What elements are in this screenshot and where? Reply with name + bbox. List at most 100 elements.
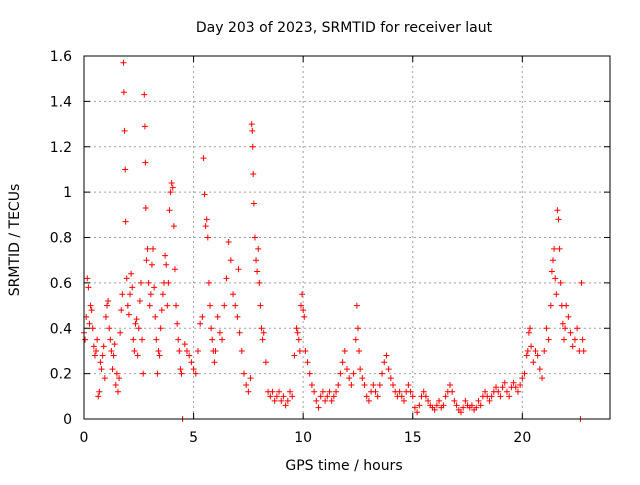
data-point <box>541 347 548 354</box>
data-point <box>449 388 456 395</box>
chart-title: Day 203 of 2023, SRMTID for receiver lau… <box>196 20 493 36</box>
data-point <box>460 404 467 411</box>
data-point <box>178 370 185 377</box>
data-point <box>525 329 532 336</box>
data-point <box>164 302 171 309</box>
data-point <box>287 388 294 395</box>
data-point <box>166 207 173 214</box>
data-point <box>141 123 148 130</box>
data-point <box>151 284 158 291</box>
data-point <box>563 302 570 309</box>
data-point <box>295 336 302 343</box>
data-point <box>106 325 113 332</box>
data-point <box>117 329 124 336</box>
data-point <box>243 381 250 388</box>
data-point <box>118 307 125 314</box>
data-point <box>122 166 129 173</box>
data-point <box>159 291 166 298</box>
data-point <box>251 234 258 241</box>
data-point <box>359 375 366 382</box>
data-point <box>301 313 308 320</box>
data-point <box>104 302 111 309</box>
data-point <box>99 352 106 359</box>
data-point <box>262 359 269 366</box>
data-point <box>254 268 261 275</box>
data-point <box>580 347 587 354</box>
data-point <box>551 245 558 252</box>
data-point <box>200 155 207 162</box>
data-point <box>475 397 482 404</box>
data-point <box>86 320 93 327</box>
data-point <box>142 159 149 166</box>
data-point <box>131 347 138 354</box>
y-axis-ticks: 0 0.2 0.4 0.6 0.8 1 1.2 1.4 1.6 <box>50 49 610 428</box>
data-point <box>547 302 554 309</box>
data-point <box>374 393 381 400</box>
data-point <box>250 170 257 177</box>
data-point <box>324 393 331 400</box>
data-point <box>128 270 135 277</box>
data-point <box>230 291 237 298</box>
data-point <box>528 343 535 350</box>
data-point <box>221 302 228 309</box>
data-point <box>147 291 154 298</box>
data-point <box>170 223 177 230</box>
data-point <box>165 279 172 286</box>
data-point <box>567 329 574 336</box>
data-point <box>381 359 388 366</box>
data-point <box>107 336 114 343</box>
x-tick-label: 0 <box>80 430 89 446</box>
data-point <box>142 205 149 212</box>
data-point <box>291 352 298 359</box>
data-point <box>256 279 263 286</box>
data-point <box>370 381 377 388</box>
data-point <box>120 59 127 66</box>
plot-frame <box>83 55 611 420</box>
data-point <box>238 347 245 354</box>
data-point <box>497 393 504 400</box>
data-point <box>143 257 150 264</box>
data-point <box>339 359 346 366</box>
data-point <box>146 302 153 309</box>
data-point <box>519 375 526 382</box>
data-point <box>468 402 475 409</box>
y-tick-label: 0 <box>63 412 72 428</box>
data-point <box>431 406 438 413</box>
y-axis-label: SRMTID / TECUs <box>7 184 23 297</box>
data-point <box>486 397 493 404</box>
data-point <box>328 397 335 404</box>
data-point <box>140 370 147 377</box>
data-point <box>113 370 120 377</box>
data-point <box>216 329 223 336</box>
data-point <box>219 336 226 343</box>
data-point <box>534 352 541 359</box>
data-point <box>232 302 239 309</box>
data-point <box>482 388 489 395</box>
data-point <box>255 245 262 252</box>
data-point <box>385 366 392 373</box>
data-point <box>260 329 267 336</box>
data-point <box>201 191 208 198</box>
data-point <box>477 402 484 409</box>
data-point <box>199 313 206 320</box>
data-point <box>440 402 447 409</box>
data-point <box>267 393 274 400</box>
data-point <box>101 375 108 382</box>
y-tick-label: 0.2 <box>50 367 72 383</box>
data-point <box>554 207 561 214</box>
data-point <box>462 397 469 404</box>
data-point <box>532 347 539 354</box>
data-point <box>341 347 348 354</box>
data-point <box>326 388 333 395</box>
data-point <box>335 381 342 388</box>
data-point <box>135 325 142 332</box>
data-point <box>294 329 301 336</box>
data-point <box>111 341 118 348</box>
data-point <box>473 404 480 411</box>
data-point <box>348 381 355 388</box>
data-point <box>123 275 130 282</box>
data-point <box>110 352 117 359</box>
data-point <box>95 393 102 400</box>
data-point <box>194 347 201 354</box>
